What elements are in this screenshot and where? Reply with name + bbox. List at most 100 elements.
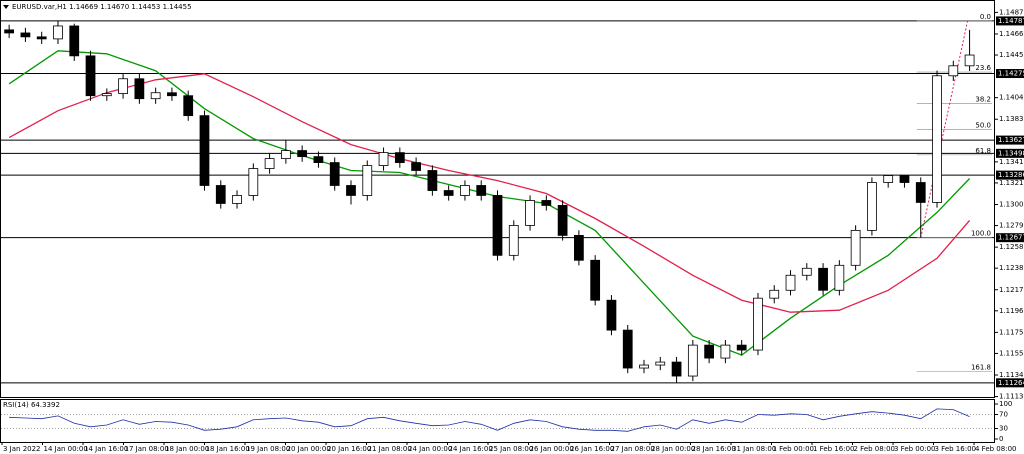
x-tick-label: 1 Feb 16:00 [813, 445, 854, 453]
x-tick-label: 20 Jan 16:00 [327, 445, 371, 453]
candle-body [590, 259, 601, 301]
candle-body [4, 29, 15, 34]
candle-body [378, 152, 389, 166]
candle-body [232, 195, 242, 204]
y-tick-label: 1.13415 [999, 158, 1024, 166]
level-label-box [996, 69, 1024, 79]
candle-body [867, 182, 877, 231]
candle-body [964, 54, 975, 67]
rsi-header: RSI(14) 64.3392 [3, 401, 60, 409]
x-tick-label: 25 Jan 08:00 [489, 445, 533, 453]
level-label: 1.13286 [998, 171, 1024, 179]
candle-body [736, 344, 747, 351]
candle-body [834, 264, 845, 291]
candle-body [248, 168, 259, 196]
candle-body [297, 150, 308, 158]
candle-body [606, 299, 617, 331]
candle-body [167, 92, 177, 97]
candle-body [134, 78, 145, 100]
x-tick-label: 14 Jan 00:00 [44, 445, 88, 453]
candle-body [932, 75, 942, 203]
x-tick-label: 19 Jan 08:00 [246, 445, 290, 453]
level-label: 1.13498 [998, 149, 1024, 157]
level-label-box [996, 148, 1024, 158]
header-arrow [3, 5, 9, 9]
x-tick-label: 26 Jan 16:00 [570, 445, 614, 453]
candle-body [557, 205, 568, 236]
candle-body [101, 93, 112, 97]
x-tick-label: 27 Jan 08:00 [611, 445, 655, 453]
candle-body [541, 200, 552, 206]
candle-body [346, 185, 356, 196]
rsi-y-tick-label: 0 [999, 435, 1003, 443]
y-tick-label: 1.12170 [999, 286, 1024, 294]
x-tick-label: 26 Jan 00:00 [530, 445, 574, 453]
candle-body [53, 25, 63, 40]
fib-label: 61.8 [975, 147, 991, 155]
candle-body [850, 229, 861, 266]
x-tick-label: 24 Jan 16:00 [449, 445, 493, 453]
y-tick-label: 1.14660 [999, 30, 1024, 38]
y-tick-label: 1.11965 [999, 307, 1024, 315]
level-label-box [996, 16, 1024, 26]
candle-body [508, 225, 519, 256]
candle-body [443, 190, 454, 196]
candle-body [622, 329, 633, 369]
level-label: 1.13627 [998, 136, 1024, 144]
y-tick-label: 1.14455 [999, 51, 1024, 59]
y-tick-label: 1.11340 [999, 371, 1024, 379]
candle-body [394, 152, 405, 163]
y-tick-label: 1.12795 [999, 222, 1024, 230]
candle-body [671, 361, 682, 377]
level-label: 1.14787 [998, 17, 1024, 25]
candle-body [427, 170, 438, 191]
candle-body [818, 267, 828, 291]
rsi-panel-frame [0, 399, 995, 443]
candle-body [769, 289, 780, 299]
level-label-box [996, 378, 1024, 388]
y-tick-label: 1.11755 [999, 328, 1024, 336]
candle-body [411, 162, 421, 171]
candle-body [329, 162, 340, 186]
candle-body [639, 364, 649, 369]
candle-body [753, 297, 763, 351]
candle-body [362, 165, 373, 196]
candle-body [574, 235, 584, 261]
moving-average [8, 73, 971, 313]
candle-body [492, 195, 503, 256]
x-tick-label: 1 Feb 00:00 [773, 445, 814, 453]
candle-body [69, 25, 80, 57]
x-tick-label: 28 Jan 16:00 [692, 445, 736, 453]
y-tick-label: 1.14870 [999, 8, 1024, 16]
candle-body [915, 182, 926, 203]
level-label-box [996, 233, 1024, 243]
candle-body [704, 344, 714, 359]
level-label-box [996, 135, 1024, 145]
y-tick-label: 1.11130 [999, 393, 1024, 401]
candle-body [899, 175, 910, 183]
y-tick-label: 1.12585 [999, 243, 1024, 251]
level-label: 1.11264 [998, 379, 1024, 387]
level-label: 1.14275 [998, 70, 1024, 78]
fib-label: 50.0 [975, 121, 991, 129]
candle-body [948, 65, 959, 77]
y-tick-label: 1.13210 [999, 179, 1024, 187]
candle-body [85, 55, 96, 97]
x-tick-label: 31 Jan 08:00 [732, 445, 776, 453]
candle-body [687, 344, 698, 377]
candle-body [460, 185, 470, 196]
candle-body [525, 200, 535, 226]
fib-trend [920, 20, 969, 238]
fib-label: 38.2 [975, 96, 991, 104]
candle-body [150, 92, 161, 100]
x-tick-label: 18 Jan 00:00 [165, 445, 209, 453]
x-tick-label: 4 Feb 08:00 [975, 445, 1016, 453]
rsi-line [9, 408, 970, 432]
x-tick-label: 24 Jan 00:00 [408, 445, 452, 453]
x-tick-label: 3 Feb 00:00 [894, 445, 935, 453]
candle-body [720, 344, 731, 359]
candle-body [313, 156, 324, 163]
y-tick-label: 1.12380 [999, 264, 1024, 272]
x-tick-label: 21 Jan 08:00 [368, 445, 412, 453]
